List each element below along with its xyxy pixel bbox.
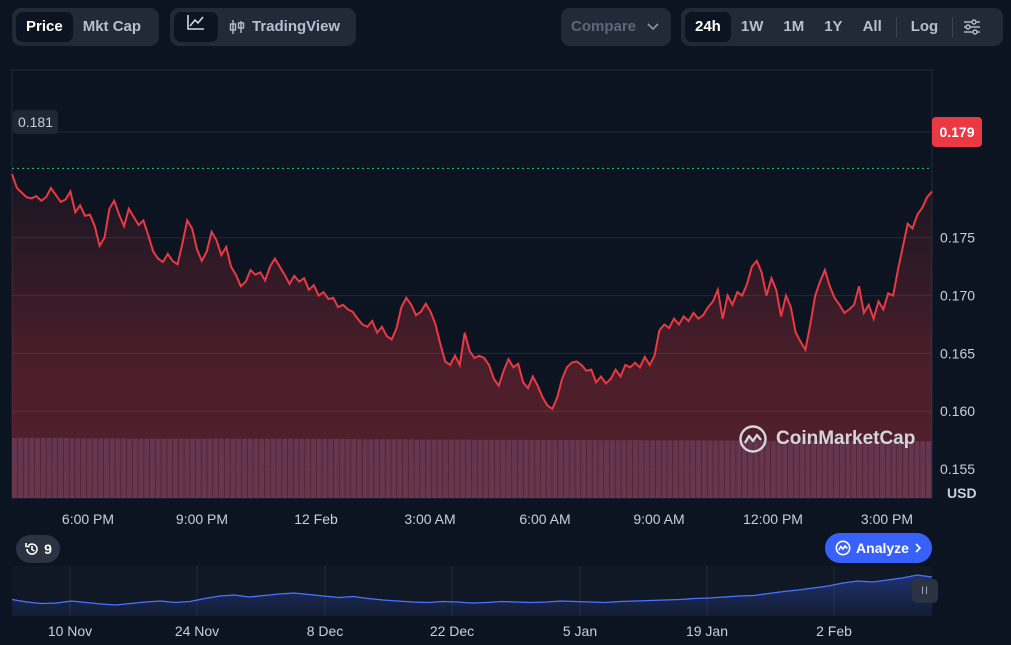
compare-dropdown[interactable]: Compare [561, 8, 671, 46]
candlestick-icon [229, 20, 245, 34]
analyze-button[interactable]: Analyze [825, 533, 932, 563]
x-tick-label: 3:00 AM [404, 511, 455, 527]
sliders-icon [964, 19, 981, 35]
navigator-x-ticks: 10 Nov 24 Nov 8 Dec 22 Dec 5 Jan 19 Jan 2 Feb [48, 623, 852, 639]
history-icon [25, 543, 38, 555]
watermark-text: CoinMarketCap [776, 428, 916, 449]
history-count: 9 [44, 541, 52, 557]
y-tick-label: 0.160 [940, 403, 975, 419]
range-navigator[interactable] [11, 566, 933, 616]
navigator-line [11, 574, 933, 606]
range-1w[interactable]: 1W [740, 18, 764, 35]
x-tick-label: 3:00 PM [861, 511, 913, 527]
x-tick-label: 6:00 PM [62, 511, 114, 527]
y-tick-label: 0.155 [940, 461, 975, 477]
navigator-handle[interactable]: II [912, 579, 938, 603]
navigator-tick-label: 22 Dec [430, 623, 474, 639]
tab-price[interactable]: Price [16, 12, 73, 42]
navigator-tick-label: 19 Jan [686, 623, 728, 639]
chevron-right-icon [915, 543, 922, 553]
range-1y[interactable]: 1Y [824, 18, 843, 35]
y-tick-label: 0.175 [940, 230, 975, 246]
x-tick-label: 6:00 AM [519, 511, 570, 527]
coinmarketcap-logo-icon [835, 540, 851, 556]
history-badge[interactable]: 9 [16, 535, 60, 563]
coinmarketcap-logo-icon [739, 425, 767, 453]
current-price-label: 0.179 [932, 117, 982, 147]
compare-label: Compare [571, 18, 637, 35]
chevron-down-icon [647, 23, 659, 31]
chart-type-switch: Price Mkt Cap [12, 8, 159, 46]
y-axis-ticks: 0.155 0.160 0.165 0.170 0.175 [940, 230, 975, 477]
x-tick-label: 9:00 AM [633, 511, 684, 527]
y-tick-label: 0.165 [940, 345, 975, 361]
x-axis-ticks: 6:00 PM 9:00 PM 12 Feb 3:00 AM 6:00 AM 9:00 A… [62, 511, 913, 527]
line-chart-button[interactable] [174, 12, 218, 42]
price-line [11, 173, 933, 411]
divider [952, 17, 954, 37]
tradingview-label: TradingView [252, 18, 341, 35]
currency-label: USD [947, 485, 977, 501]
analyze-label: Analyze [856, 540, 909, 556]
navigator-tick-label: 5 Jan [563, 623, 597, 639]
tab-mkt-cap[interactable]: Mkt Cap [82, 18, 142, 35]
navigator-tick-label: 10 Nov [48, 623, 92, 639]
line-chart-icon [187, 15, 204, 30]
chart-settings-button[interactable] [957, 12, 987, 42]
range-1m[interactable]: 1M [783, 18, 805, 35]
log-scale-toggle[interactable]: Log [910, 18, 939, 35]
range-24h[interactable]: 24h [685, 12, 731, 42]
divider [895, 17, 897, 37]
price-area-fill [12, 174, 932, 498]
navigator-tick-label: 2 Feb [816, 623, 852, 639]
navigator-area [12, 575, 932, 616]
y-tick-label: 0.170 [940, 288, 975, 304]
range-all[interactable]: All [862, 18, 882, 35]
navigator-tick-label: 8 Dec [307, 623, 344, 639]
x-tick-label: 12 Feb [294, 511, 338, 527]
coinmarketcap-watermark: CoinMarketCap [738, 424, 915, 454]
x-tick-label: 9:00 PM [176, 511, 228, 527]
x-tick-label: 12:00 PM [743, 511, 803, 527]
time-range-switch: 24h 1W 1M 1Y All Log [681, 8, 1003, 46]
tradingview-button[interactable]: TradingView [218, 12, 350, 42]
open-price-label: 0.181 [13, 110, 58, 134]
chart-tools: TradingView [170, 8, 356, 46]
navigator-tick-label: 24 Nov [175, 623, 219, 639]
